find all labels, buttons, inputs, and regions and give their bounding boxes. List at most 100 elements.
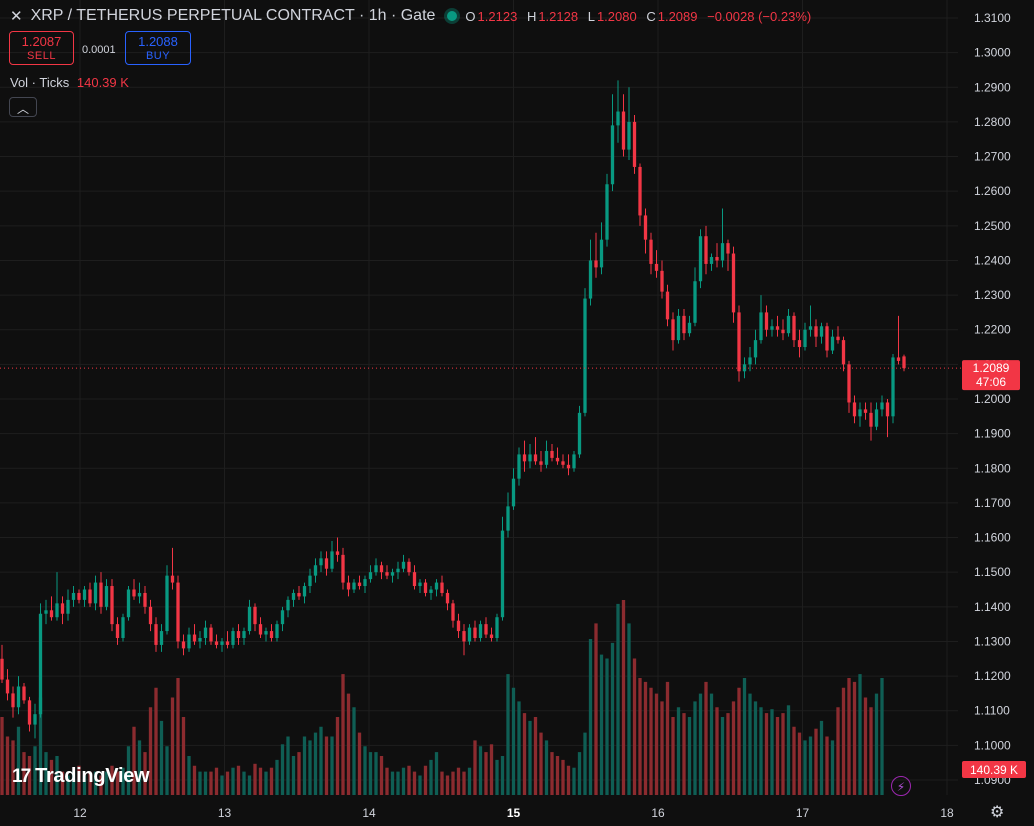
low-value: 1.2080 — [596, 8, 637, 24]
grid-lines — [0, 0, 958, 795]
candle — [654, 250, 659, 278]
volume-bar — [352, 707, 356, 795]
symbol-title[interactable]: XRP / TETHERUS PERPETUAL CONTRACT · 1h ·… — [30, 7, 436, 24]
volume-bar — [451, 771, 455, 795]
candle — [858, 402, 862, 427]
volume-bar — [682, 713, 686, 795]
volume-bar — [671, 717, 675, 795]
lightning-icon[interactable]: ⚡ — [891, 776, 911, 796]
volume-bar — [561, 759, 565, 795]
candle — [577, 405, 582, 458]
volume-bar — [495, 759, 499, 795]
candle — [693, 267, 697, 327]
price-tick-label: 1.3000 — [974, 46, 1011, 60]
candle — [220, 637, 224, 652]
volume-bar — [467, 767, 472, 795]
volume-bar — [583, 732, 587, 795]
candle — [605, 173, 609, 247]
price-tick-label: 1.1200 — [974, 669, 1011, 683]
price-tick-label: 1.1000 — [974, 738, 1011, 752]
volume-bar — [335, 717, 340, 795]
volume-bar — [808, 736, 813, 795]
candle — [126, 586, 131, 621]
candle — [775, 315, 780, 337]
volume-bar — [720, 717, 725, 795]
gear-icon[interactable]: ⚙ — [990, 804, 1005, 821]
volume-bar — [286, 736, 290, 795]
volume-bar — [330, 736, 334, 795]
candle — [737, 305, 741, 382]
sell-button[interactable]: 1.2087 SELL — [9, 31, 74, 65]
volume-bar — [5, 736, 10, 795]
price-tick-label: 1.1800 — [974, 461, 1011, 475]
volume-bar — [423, 765, 428, 795]
candle — [495, 613, 499, 642]
bar-countdown: 47:06 — [976, 375, 1006, 389]
candle — [522, 440, 527, 472]
candle — [632, 114, 637, 174]
candle — [500, 516, 505, 621]
candle — [891, 353, 895, 424]
candle — [610, 94, 615, 192]
tradingview-logo[interactable]: 17 TradingView — [12, 765, 150, 788]
candle — [390, 568, 395, 583]
price-tick-label: 1.2200 — [974, 323, 1011, 337]
volume-bar — [264, 771, 268, 795]
volume-bar — [346, 693, 351, 795]
volume-bar — [522, 713, 527, 795]
volume-legend[interactable]: Vol · Ticks 140.39 K — [10, 75, 129, 90]
candle — [808, 305, 813, 337]
volume-bar — [214, 767, 219, 795]
volume-bar — [654, 693, 659, 795]
volume-bar — [792, 726, 796, 795]
volume-bar — [775, 717, 780, 795]
price-tick-label: 1.2600 — [974, 184, 1011, 198]
candle — [599, 222, 604, 275]
price-tick-label: 1.2300 — [974, 288, 1011, 302]
volume-bar — [368, 752, 373, 795]
volume-bar — [253, 763, 257, 795]
volume-bar — [82, 775, 87, 795]
close-icon[interactable]: ✕ — [10, 8, 23, 25]
volume-bar — [291, 756, 296, 795]
time-tick-label: 14 — [362, 806, 376, 820]
candle — [132, 579, 136, 600]
volume-bar — [396, 771, 400, 795]
volume-bar — [385, 767, 389, 795]
candle — [385, 565, 389, 580]
volume-bar — [66, 775, 70, 795]
candle — [82, 586, 87, 607]
volume-legend-value: 140.39 K — [76, 75, 129, 90]
volume-bar — [159, 720, 164, 795]
chevron-up-icon[interactable]: ︿ — [9, 97, 37, 117]
volume-bar — [764, 713, 769, 795]
candle — [396, 561, 400, 580]
candle — [286, 596, 290, 618]
volume-bar — [418, 775, 422, 795]
volume-bar — [781, 713, 785, 795]
price-tick-label: 1.1500 — [974, 565, 1011, 579]
volume-bar — [610, 642, 615, 795]
candle — [66, 589, 70, 621]
low-label: L — [587, 8, 595, 24]
volume-bar — [99, 775, 103, 795]
volume-bar — [742, 678, 747, 795]
volume-bar — [308, 740, 312, 795]
candle — [583, 288, 587, 417]
volume-bar — [60, 771, 65, 795]
sell-price: 1.2087 — [21, 34, 62, 49]
buy-button[interactable]: 1.2088 BUY — [125, 31, 191, 65]
price-tick-label: 1.2000 — [974, 392, 1011, 406]
volume-bar — [759, 707, 763, 795]
candle — [489, 627, 494, 642]
candle — [209, 624, 213, 645]
volume-bar — [357, 732, 362, 795]
volume-bar — [324, 736, 329, 795]
candle — [440, 575, 444, 597]
volume-bar — [126, 746, 131, 795]
volume-bar — [38, 697, 43, 795]
volume-bar — [209, 771, 213, 795]
candle — [544, 440, 549, 469]
volume-bar — [572, 767, 576, 795]
